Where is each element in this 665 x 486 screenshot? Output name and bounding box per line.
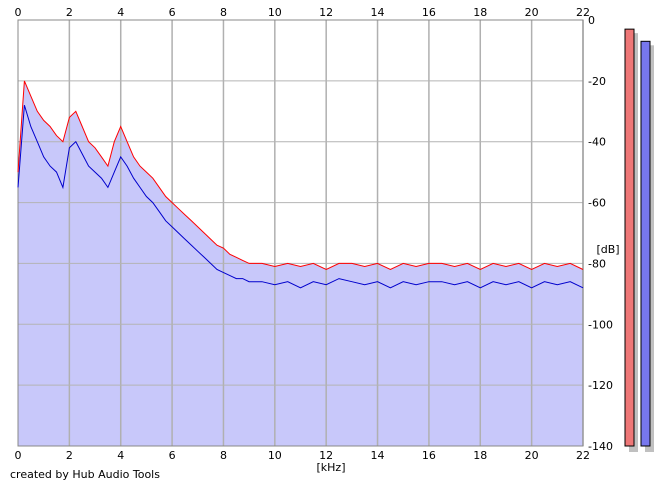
series-lines [17, 80, 584, 289]
spectrum-area [18, 80, 583, 447]
x-tick-label-top: 8 [220, 6, 227, 19]
x-tick-label-top: 0 [15, 6, 22, 19]
x-tick-label-top: 22 [576, 6, 590, 19]
credit-text: created by Hub Audio Tools [10, 468, 160, 481]
x-tick-label-bottom: 20 [525, 449, 539, 462]
y-tick-label: -100 [588, 318, 613, 331]
plot-frame [17, 19, 584, 447]
grid [17, 19, 584, 447]
series-line-1 [17, 80, 584, 271]
x-tick-label-top: 20 [525, 6, 539, 19]
x-tick-label-top: 16 [422, 6, 436, 19]
x-tick-label-bottom: 4 [117, 449, 124, 462]
y-tick-label: -120 [588, 379, 613, 392]
y-tick-label: -20 [588, 75, 606, 88]
y-tick-label: -40 [588, 136, 606, 149]
tick-labels: 002244668810101212141416161818202022220-… [15, 6, 613, 462]
spectrum-fill [18, 80, 583, 447]
x-tick-label-top: 14 [371, 6, 385, 19]
x-tick-label-bottom: 18 [473, 449, 487, 462]
x-tick-label-top: 6 [169, 6, 176, 19]
x-tick-label-bottom: 16 [422, 449, 436, 462]
x-tick-label-bottom: 6 [169, 449, 176, 462]
x-tick-label-bottom: 0 [15, 449, 22, 462]
x-axis-label: [kHz] [317, 461, 346, 474]
level-meter-bar [640, 40, 651, 447]
y-tick-label: -140 [588, 440, 613, 453]
y-tick-label: -60 [588, 197, 606, 210]
x-tick-label-bottom: 8 [220, 449, 227, 462]
x-tick-label-top: 10 [268, 6, 282, 19]
x-tick-label-bottom: 14 [371, 449, 385, 462]
y-tick-label: -80 [588, 257, 606, 270]
x-tick-label-top: 2 [66, 6, 73, 19]
x-tick-label-top: 18 [473, 6, 487, 19]
x-tick-label-bottom: 10 [268, 449, 282, 462]
y-tick-label: 0 [588, 14, 595, 27]
level-meters [624, 28, 654, 453]
y-axis-label: [dB] [596, 243, 619, 256]
x-tick-label-top: 12 [319, 6, 333, 19]
x-tick-label-bottom: 2 [66, 449, 73, 462]
x-tick-label-bottom: 22 [576, 449, 590, 462]
x-tick-label-top: 4 [117, 6, 124, 19]
level-meter-bar [624, 28, 635, 447]
x-tick-label-bottom: 12 [319, 449, 333, 462]
series-line-2 [17, 105, 584, 289]
